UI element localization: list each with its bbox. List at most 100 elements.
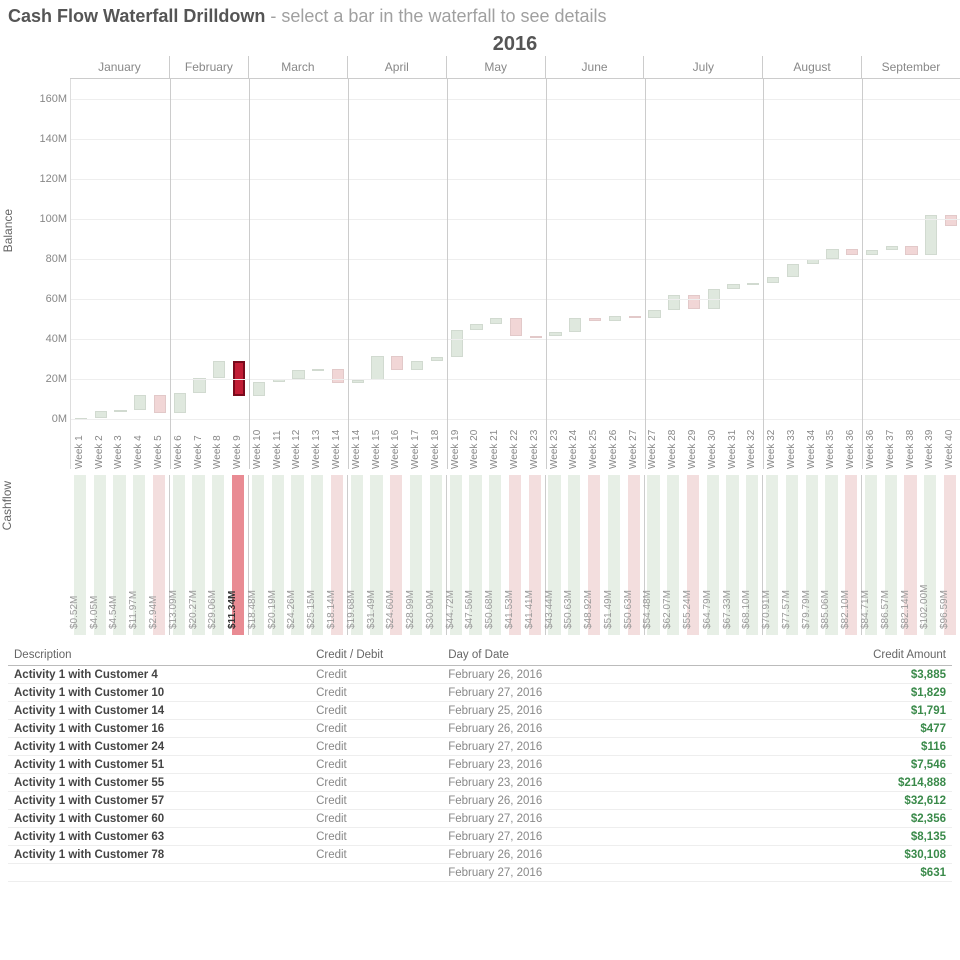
waterfall-chart[interactable]: Balance 0M20M40M60M80M100M120M140M160M W… <box>70 79 960 469</box>
waterfall-bar[interactable] <box>648 310 660 318</box>
waterfall-bar[interactable] <box>332 369 344 383</box>
cashflow-bar[interactable]: $70.91M <box>766 475 778 635</box>
cashflow-bar[interactable]: $55.24M <box>687 475 699 635</box>
cashflow-bar[interactable]: $18.48M <box>252 475 264 635</box>
cashflow-bar[interactable]: $11.34M <box>232 475 244 635</box>
cashflow-bar[interactable]: $50.63M <box>628 475 640 635</box>
cashflow-bar[interactable]: $67.33M <box>726 475 738 635</box>
cashflow-bar[interactable]: $29.06M <box>212 475 224 635</box>
waterfall-bar[interactable] <box>134 395 146 410</box>
table-row[interactable]: Activity 1 with Customer 14CreditFebruar… <box>8 702 952 720</box>
waterfall-bar[interactable] <box>292 370 304 378</box>
table-row[interactable]: February 27, 2016$631 <box>8 864 952 882</box>
table-row[interactable]: Activity 1 with Customer 57CreditFebruar… <box>8 792 952 810</box>
waterfall-bar[interactable] <box>826 249 838 260</box>
cashflow-bar[interactable]: $54.48M <box>647 475 659 635</box>
cashflow-bar[interactable]: $82.10M <box>845 475 857 635</box>
waterfall-bar[interactable] <box>945 215 957 226</box>
cashflow-bar[interactable]: $24.26M <box>291 475 303 635</box>
waterfall-bar[interactable] <box>530 336 542 338</box>
waterfall-bar[interactable] <box>569 318 581 332</box>
waterfall-bar[interactable] <box>470 324 482 330</box>
waterfall-bar[interactable] <box>371 356 383 380</box>
waterfall-bar[interactable] <box>668 295 680 310</box>
cashflow-bar[interactable]: $31.49M <box>370 475 382 635</box>
cashflow-bar[interactable]: $11.97M <box>133 475 145 635</box>
waterfall-bar[interactable] <box>490 318 502 324</box>
cashflow-bar[interactable]: $51.49M <box>608 475 620 635</box>
table-row[interactable]: Activity 1 with Customer 55CreditFebruar… <box>8 774 952 792</box>
cashflow-bar[interactable]: $41.53M <box>509 475 521 635</box>
cashflow-bar[interactable]: $2.94M <box>153 475 165 635</box>
cashflow-bar[interactable]: $13.09M <box>173 475 185 635</box>
waterfall-bar[interactable] <box>312 369 324 371</box>
cashflow-bar[interactable]: $18.14M <box>331 475 343 635</box>
waterfall-bar[interactable] <box>213 361 225 379</box>
cashflow-bar[interactable]: $86.57M <box>885 475 897 635</box>
cashflow-bar[interactable]: $50.63M <box>568 475 580 635</box>
cashflow-bar[interactable]: $28.99M <box>410 475 422 635</box>
table-row[interactable]: Activity 1 with Customer 24CreditFebruar… <box>8 738 952 756</box>
cashflow-bar[interactable]: $20.19M <box>272 475 284 635</box>
waterfall-bar[interactable] <box>193 378 205 392</box>
cashflow-bar[interactable]: $41.41M <box>529 475 541 635</box>
cashflow-bar[interactable]: $47.56M <box>469 475 481 635</box>
cashflow-bar[interactable]: $20.27M <box>192 475 204 635</box>
waterfall-bar[interactable] <box>767 277 779 283</box>
cashflow-bar[interactable]: $4.54M <box>113 475 125 635</box>
waterfall-bar[interactable] <box>549 332 561 336</box>
cashflow-bar[interactable]: $48.92M <box>588 475 600 635</box>
cashflow-bar[interactable]: $64.79M <box>707 475 719 635</box>
cashflow-bar[interactable]: $44.72M <box>450 475 462 635</box>
waterfall-bar[interactable] <box>807 259 819 263</box>
table-row[interactable]: Activity 1 with Customer 78CreditFebruar… <box>8 846 952 864</box>
waterfall-bar[interactable] <box>609 316 621 321</box>
waterfall-bar[interactable] <box>629 316 641 318</box>
waterfall-bar[interactable] <box>747 283 759 285</box>
cashflow-bar[interactable]: $96.59M <box>944 475 956 635</box>
cashflow-bar[interactable]: $84.71M <box>865 475 877 635</box>
cashflow-bar[interactable]: $82.14M <box>904 475 916 635</box>
waterfall-bar[interactable] <box>114 410 126 412</box>
waterfall-bar[interactable] <box>727 284 739 289</box>
cashflow-bar[interactable]: $43.44M <box>548 475 560 635</box>
cashflow-chart[interactable]: Cashflow $0.52M$4.05M$4.54M$11.97M$2.94M… <box>70 475 960 635</box>
waterfall-bar[interactable] <box>787 264 799 277</box>
cashflow-bar[interactable]: $30.90M <box>430 475 442 635</box>
waterfall-bar[interactable] <box>431 357 443 361</box>
table-row[interactable]: Activity 1 with Customer 16CreditFebruar… <box>8 720 952 738</box>
cashflow-bar[interactable]: $85.06M <box>825 475 837 635</box>
table-row[interactable]: Activity 1 with Customer 60CreditFebruar… <box>8 810 952 828</box>
cashflow-bar[interactable]: $77.57M <box>786 475 798 635</box>
waterfall-bar[interactable] <box>154 395 166 413</box>
cashflow-bar[interactable]: $79.79M <box>806 475 818 635</box>
cashflow-bar[interactable]: $62.07M <box>667 475 679 635</box>
table-row[interactable]: Activity 1 with Customer 4CreditFebruary… <box>8 666 952 684</box>
waterfall-bar[interactable] <box>174 393 186 413</box>
cashflow-bar[interactable]: $102.00M <box>924 475 936 635</box>
cashflow-bar[interactable]: $4.05M <box>94 475 106 635</box>
waterfall-bar[interactable] <box>925 215 937 255</box>
cashflow-bar[interactable]: $19.68M <box>351 475 363 635</box>
cashflow-bar[interactable]: $0.52M <box>74 475 86 635</box>
waterfall-bar[interactable] <box>589 318 601 321</box>
cashflow-bar[interactable]: $25.15M <box>311 475 323 635</box>
waterfall-bar[interactable] <box>253 382 265 396</box>
cashflow-bar[interactable]: $50.68M <box>489 475 501 635</box>
waterfall-bar[interactable] <box>846 249 858 255</box>
table-row[interactable]: Activity 1 with Customer 51CreditFebruar… <box>8 756 952 774</box>
table-row[interactable]: Activity 1 with Customer 63CreditFebruar… <box>8 828 952 846</box>
waterfall-bar[interactable] <box>391 356 403 370</box>
waterfall-bar[interactable] <box>510 318 522 336</box>
cashflow-bar[interactable]: $68.10M <box>746 475 758 635</box>
waterfall-bar[interactable] <box>451 330 463 358</box>
waterfall-bar[interactable] <box>905 246 917 255</box>
waterfall-bar[interactable] <box>886 246 898 250</box>
waterfall-bar[interactable] <box>866 250 878 255</box>
waterfall-bar[interactable] <box>688 295 700 309</box>
waterfall-bar[interactable] <box>352 380 364 383</box>
cashflow-bar[interactable]: $24.60M <box>390 475 402 635</box>
table-row[interactable]: Activity 1 with Customer 10CreditFebruar… <box>8 684 952 702</box>
waterfall-bar[interactable] <box>95 411 107 418</box>
waterfall-bar[interactable] <box>411 361 423 370</box>
